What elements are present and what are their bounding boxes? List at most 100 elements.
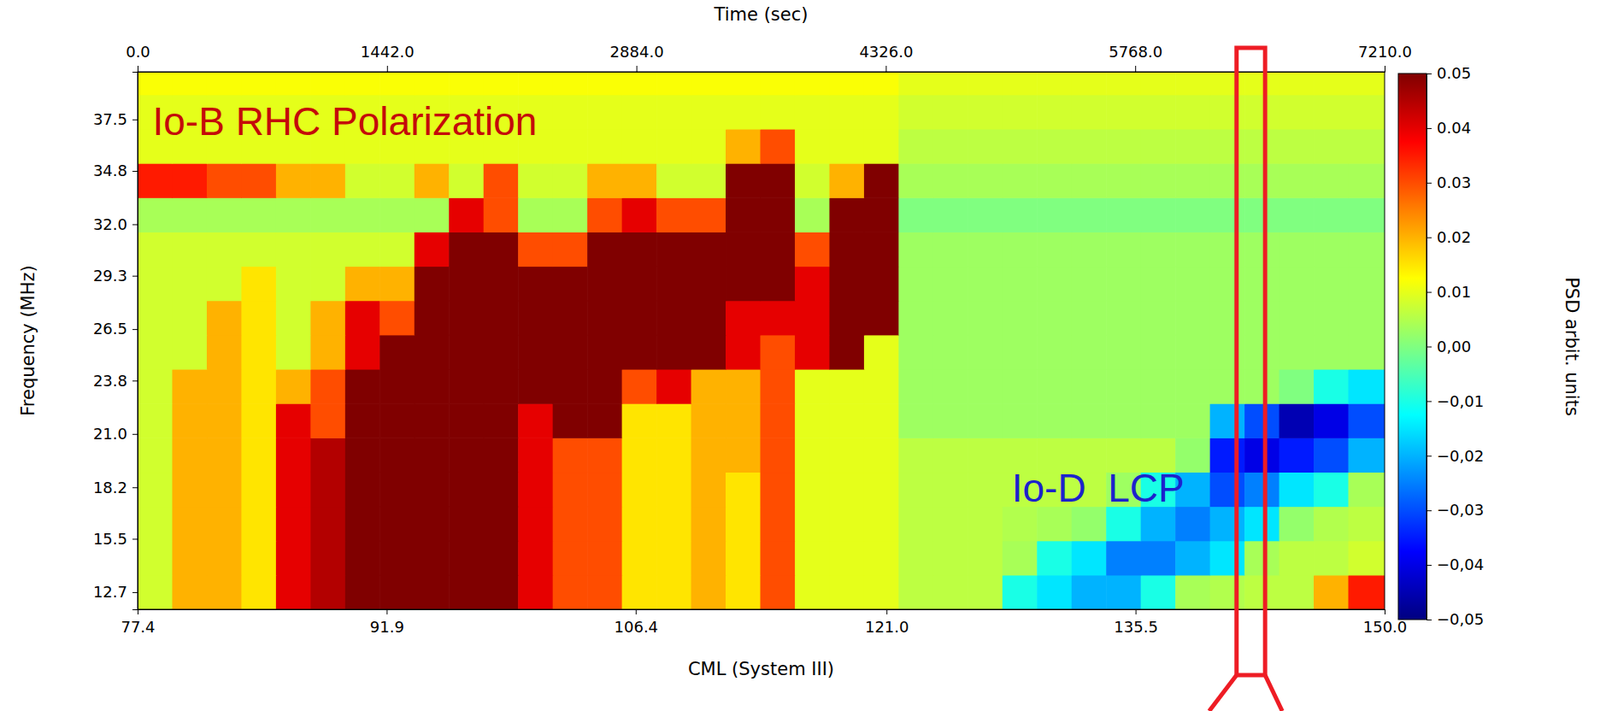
- heatmap-cell: [310, 163, 346, 199]
- heatmap-cell: [1244, 231, 1280, 267]
- heatmap-cell: [1244, 335, 1280, 371]
- heatmap-cell: [137, 197, 173, 233]
- tick-mark: [886, 609, 888, 615]
- heatmap-cell: [241, 197, 277, 233]
- heatmap-cell: [1105, 300, 1142, 336]
- tick-label: 0.04: [1436, 118, 1471, 137]
- tick-label: 34.8: [93, 161, 128, 180]
- heatmap-cell: [1105, 335, 1142, 371]
- heatmap-cell: [622, 300, 658, 336]
- heatmap-cell: [1071, 575, 1107, 610]
- heatmap-cell: [1141, 197, 1177, 233]
- heatmap-cell: [1002, 300, 1038, 336]
- heatmap-cell: [864, 94, 900, 130]
- x-axis: 77.491.9106.4121.0135.5150.0: [120, 609, 1407, 636]
- tick-mark: [636, 65, 638, 72]
- heatmap-cell: [1279, 231, 1315, 267]
- heatmap-cell: [864, 129, 900, 165]
- heatmap-cell: [276, 163, 312, 199]
- heatmap-cell: [967, 541, 1003, 577]
- heatmap-cell: [345, 231, 381, 267]
- heatmap-cell: [759, 231, 795, 267]
- heatmap-cell: [517, 541, 553, 577]
- heatmap-cell: [933, 437, 969, 473]
- highlight-leader: [1209, 675, 1237, 711]
- heatmap-cell: [171, 300, 207, 336]
- tick-label: 135.5: [1113, 617, 1159, 636]
- heatmap-cell: [1210, 541, 1246, 577]
- heatmap-cell: [206, 197, 242, 233]
- heatmap-cell: [622, 335, 658, 371]
- heatmap-cell: [1313, 94, 1349, 130]
- heatmap-cell: [587, 266, 623, 302]
- heatmap-cell: [414, 231, 450, 267]
- heatmap-cell: [725, 335, 761, 371]
- heatmap-cell: [898, 506, 934, 542]
- heatmap-cell: [310, 506, 346, 542]
- heatmap-cell: [829, 541, 865, 577]
- heatmap-cell: [1348, 129, 1385, 165]
- heatmap-cell: [379, 231, 415, 267]
- heatmap-cell: [898, 129, 934, 165]
- tick: 4326.0: [858, 42, 913, 72]
- heatmap-cell: [656, 335, 692, 371]
- heatmap-cell: [1175, 403, 1211, 439]
- heatmap-cell: [1348, 506, 1385, 542]
- heatmap-cell: [1071, 231, 1107, 267]
- tick: −0,01: [1426, 392, 1484, 411]
- tick-label: −0,05: [1436, 610, 1484, 629]
- tick-mark: [1426, 182, 1432, 184]
- heatmap-cell: [414, 403, 450, 439]
- heatmap-cell: [759, 129, 795, 165]
- heatmap-cell: [345, 71, 381, 95]
- heatmap-cell: [898, 541, 934, 577]
- heatmap-cell: [483, 231, 519, 267]
- tick: 77.4: [120, 609, 155, 636]
- heatmap-cell: [517, 300, 553, 336]
- heatmap-cell: [587, 231, 623, 267]
- tick-mark: [132, 119, 138, 121]
- heatmap-cell: [137, 71, 173, 95]
- heatmap-cell: [1210, 129, 1246, 165]
- tick-mark: [885, 65, 887, 72]
- heatmap-cell: [1313, 437, 1349, 473]
- heatmap-cell: [759, 71, 795, 95]
- heatmap-cell: [448, 231, 484, 267]
- heatmap-cell: [483, 541, 519, 577]
- heatmap-cell: [1002, 506, 1038, 542]
- heatmap-cell: [587, 129, 623, 165]
- tick-label: 12.7: [93, 582, 128, 601]
- heatmap-cell: [345, 197, 381, 233]
- axis-line: [132, 72, 139, 611]
- tick-label: 77.4: [120, 617, 155, 636]
- heatmap-cell: [483, 369, 519, 405]
- chart: 77.491.9106.4121.0135.5150.00.01442.0288…: [0, 0, 1600, 711]
- heatmap-cell: [967, 94, 1003, 130]
- heatmap-cell: [552, 471, 589, 507]
- heatmap-cell: [933, 231, 969, 267]
- tick-label: 0.05: [1436, 64, 1471, 83]
- heatmap-cell: [759, 163, 795, 199]
- tick-label: 0.01: [1436, 282, 1471, 301]
- heatmap-cell: [310, 300, 346, 336]
- heatmap-cell: [967, 197, 1003, 233]
- heatmap-cell: [276, 541, 312, 577]
- tick: 91.9: [370, 609, 405, 636]
- heatmap-cell: [206, 506, 242, 542]
- heatmap-cell: [206, 71, 242, 95]
- heatmap-cell: [137, 300, 173, 336]
- heatmap-cell: [517, 266, 553, 302]
- tick: 0.0: [125, 42, 151, 72]
- heatmap-cell: [171, 403, 207, 439]
- heatmap-cell: [171, 369, 207, 405]
- heatmap-cell: [1141, 369, 1177, 405]
- heatmap-cell: [379, 403, 415, 439]
- heatmap-cell: [241, 471, 277, 507]
- heatmap-cell: [171, 231, 207, 267]
- tick-mark: [1426, 619, 1432, 621]
- heatmap-cell: [1175, 163, 1211, 199]
- heatmap-cell: [1036, 369, 1072, 405]
- heatmap-cell: [656, 471, 692, 507]
- heatmap-cell: [1313, 369, 1349, 405]
- heatmap-cell: [898, 575, 934, 610]
